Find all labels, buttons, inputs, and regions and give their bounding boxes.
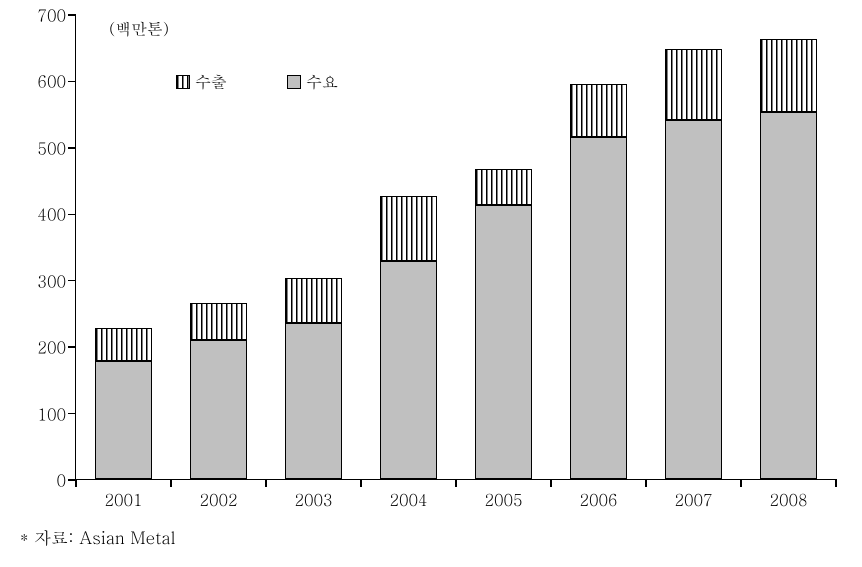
bar-export [665,49,722,121]
bar-export [760,39,817,112]
source-prefix: * 자료: [20,525,79,549]
stripe-pattern [191,304,246,339]
bar-export [190,303,247,340]
bar-export [285,278,342,323]
x-tick [835,479,837,487]
bar-demand [380,261,437,479]
y-tick [68,413,76,415]
bar-group [95,328,152,479]
bar-group [665,49,722,479]
x-tick-label: 2003 [294,488,332,511]
x-tick-label: 2001 [104,488,142,511]
y-tick-label: 100 [26,402,66,425]
stripe-pattern [177,76,189,88]
legend-swatch-demand [287,75,301,89]
bar-export [95,328,152,361]
bar-group [475,169,532,479]
x-tick [360,479,362,487]
bar-group [190,303,247,479]
source-note: * 자료: Asian Metal [20,525,176,549]
bar-group [760,39,817,479]
x-tick [75,479,77,487]
x-tick-label: 2008 [769,488,807,511]
bar-demand [285,323,342,479]
x-tick [265,479,267,487]
x-tick-label: 2007 [674,488,712,511]
bar-export [475,169,532,206]
stripe-pattern [571,85,626,136]
stripe-pattern [476,170,531,205]
bar-group [285,278,342,479]
bar-demand [760,112,817,479]
stripe-pattern [96,329,151,360]
x-tick [455,479,457,487]
stripe-pattern [286,279,341,322]
x-tick-label: 2005 [484,488,522,511]
y-tick [68,81,76,83]
bar-export [380,196,437,261]
stripe-pattern [666,50,721,120]
bar-group [380,196,437,479]
plot-area: (백만톤) 수출 수요 0100200300400500600700 20012… [75,15,835,480]
x-tick-label: 2004 [389,488,427,511]
bar-demand [570,137,627,479]
stripe-pattern [761,40,816,111]
stripe-pattern [381,197,436,260]
x-tick [170,479,172,487]
bar-demand [475,205,532,479]
legend-label-export: 수출 [195,70,227,93]
x-tick-label: 2002 [199,488,237,511]
y-tick [68,280,76,282]
legend-item-demand: 수요 [287,70,338,93]
bar-demand [190,340,247,480]
bar-export [570,84,627,137]
y-tick [68,14,76,16]
source-text: Asian Metal [79,525,175,549]
bar-demand [95,361,152,479]
bar-demand [665,120,722,479]
y-tick-label: 400 [26,203,66,226]
legend-item-export: 수출 [176,70,227,93]
chart-container: (백만톤) 수출 수요 0100200300400500600700 20012… [20,10,840,510]
y-tick-label: 700 [26,4,66,27]
y-tick-label: 0 [26,469,66,492]
legend-swatch-export [176,75,190,89]
y-tick-label: 600 [26,70,66,93]
x-tick-label: 2006 [579,488,617,511]
x-tick [550,479,552,487]
bar-group [570,84,627,479]
legend-label-demand: 수요 [306,70,338,93]
legend: 수출 수요 [176,70,338,93]
x-tick [645,479,647,487]
x-tick [740,479,742,487]
y-axis-unit-label: (백만톤) [109,17,169,40]
y-tick-label: 500 [26,136,66,159]
y-tick [68,346,76,348]
y-tick-label: 200 [26,336,66,359]
y-tick [68,147,76,149]
y-tick-label: 300 [26,269,66,292]
y-tick [68,214,76,216]
